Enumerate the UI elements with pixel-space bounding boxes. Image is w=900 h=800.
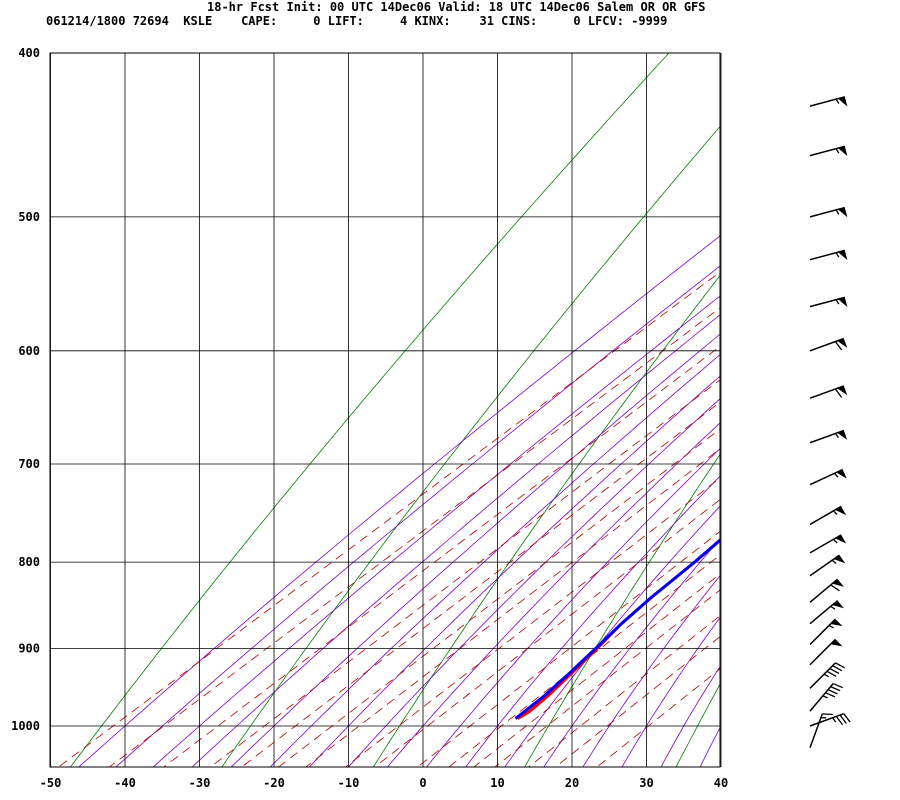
- moist-adiabat-line: [191, 314, 720, 767]
- x-tick-label: -30: [189, 776, 211, 790]
- wind-barb: [809, 249, 848, 261]
- wind-barb: [809, 505, 847, 526]
- moist-adiabat-line: [660, 665, 720, 767]
- y-tick-label: 700: [18, 457, 40, 471]
- moist-adiabat-line: [426, 448, 720, 767]
- mixing-ratio-line: [108, 307, 720, 767]
- mixing-ratio-line: [374, 499, 720, 767]
- wind-barb: [809, 638, 843, 666]
- moist-adiabat-line: [78, 235, 720, 767]
- dewpoint-profile-line: [514, 538, 720, 720]
- background-lines: [57, 53, 720, 767]
- dry-adiabat-line: [372, 274, 720, 767]
- wind-barb: [809, 618, 843, 646]
- mixing-ratio-line: [554, 636, 720, 767]
- dry-adiabat-line: [69, 53, 670, 767]
- mixing-ratio-line: [57, 271, 720, 767]
- mixing-ratio-line: [596, 668, 720, 767]
- wind-barb: [809, 206, 848, 218]
- dry-adiabat-line: [221, 125, 720, 767]
- y-tick-label: 500: [18, 210, 40, 224]
- wind-barb: [809, 96, 848, 107]
- moist-adiabat-line: [269, 354, 720, 767]
- x-tick-label: -20: [263, 776, 285, 790]
- y-tick-label: 900: [18, 642, 40, 656]
- temperature-axis-labels: -50 -40 -30 -20 -10 0 10 20 30 40: [40, 776, 729, 790]
- wind-barb: [809, 662, 845, 689]
- moist-adiabat-line: [308, 375, 720, 767]
- temperature-profile-line: [516, 538, 720, 720]
- wind-barb: [809, 554, 846, 577]
- x-tick-label: 30: [639, 776, 653, 790]
- dry-adiabat-line: [524, 453, 720, 767]
- moist-adiabat-line: [386, 422, 720, 767]
- x-tick-label: 20: [565, 776, 579, 790]
- chart-title: 18-hr Fcst Init: 00 UTC 14Dec06 Valid: 1…: [207, 0, 706, 14]
- moist-adiabat-line: [504, 505, 720, 767]
- chart-header: 18-hr Fcst Init: 00 UTC 14Dec06 Valid: 1…: [0, 0, 900, 32]
- moist-adiabat-line: [543, 538, 720, 767]
- wind-barb: [809, 578, 845, 603]
- mixing-ratio-line: [305, 448, 720, 767]
- y-tick-label: 400: [18, 46, 40, 60]
- moist-adiabat-line: [621, 616, 720, 767]
- y-tick-label: 600: [18, 344, 40, 358]
- x-tick-label: -40: [114, 776, 136, 790]
- dry-adiabat-line: [675, 683, 720, 767]
- wind-barb: [809, 712, 851, 727]
- x-tick-label: 0: [419, 776, 426, 790]
- moist-adiabat-line: [582, 575, 720, 767]
- x-tick-label: -10: [338, 776, 360, 790]
- wind-barb: [809, 468, 847, 486]
- wind-barb: [809, 296, 848, 308]
- mixing-ratio-line: [494, 589, 720, 767]
- wind-barb: [809, 385, 848, 399]
- wind-barb: [809, 534, 847, 554]
- wind-barb: [809, 682, 843, 712]
- plot-frame: [49, 52, 721, 768]
- y-tick-label: 1000: [11, 719, 40, 733]
- y-tick-label: 800: [18, 555, 40, 569]
- wind-barb: [809, 429, 848, 444]
- pressure-axis-labels: 400 500 600 700 800 900 1000: [11, 46, 40, 733]
- mixing-ratio-line: [344, 477, 720, 767]
- wind-barb: [809, 599, 845, 625]
- mixing-ratio-line: [528, 615, 720, 767]
- wind-barb: [809, 337, 848, 352]
- mixing-ratio-line: [163, 345, 720, 767]
- stability-indices-line: 061214/1800 72694 KSLE CAPE: 0 LIFT: 4 K…: [46, 14, 668, 28]
- wind-barb: [809, 145, 848, 157]
- moist-adiabat-line: [347, 398, 720, 767]
- x-tick-label: 10: [490, 776, 504, 790]
- x-tick-label: -50: [40, 776, 62, 790]
- x-tick-label: 40: [714, 776, 728, 790]
- wind-barb: [809, 713, 833, 748]
- profiles: [514, 538, 720, 720]
- moist-adiabat-line: [115, 265, 720, 767]
